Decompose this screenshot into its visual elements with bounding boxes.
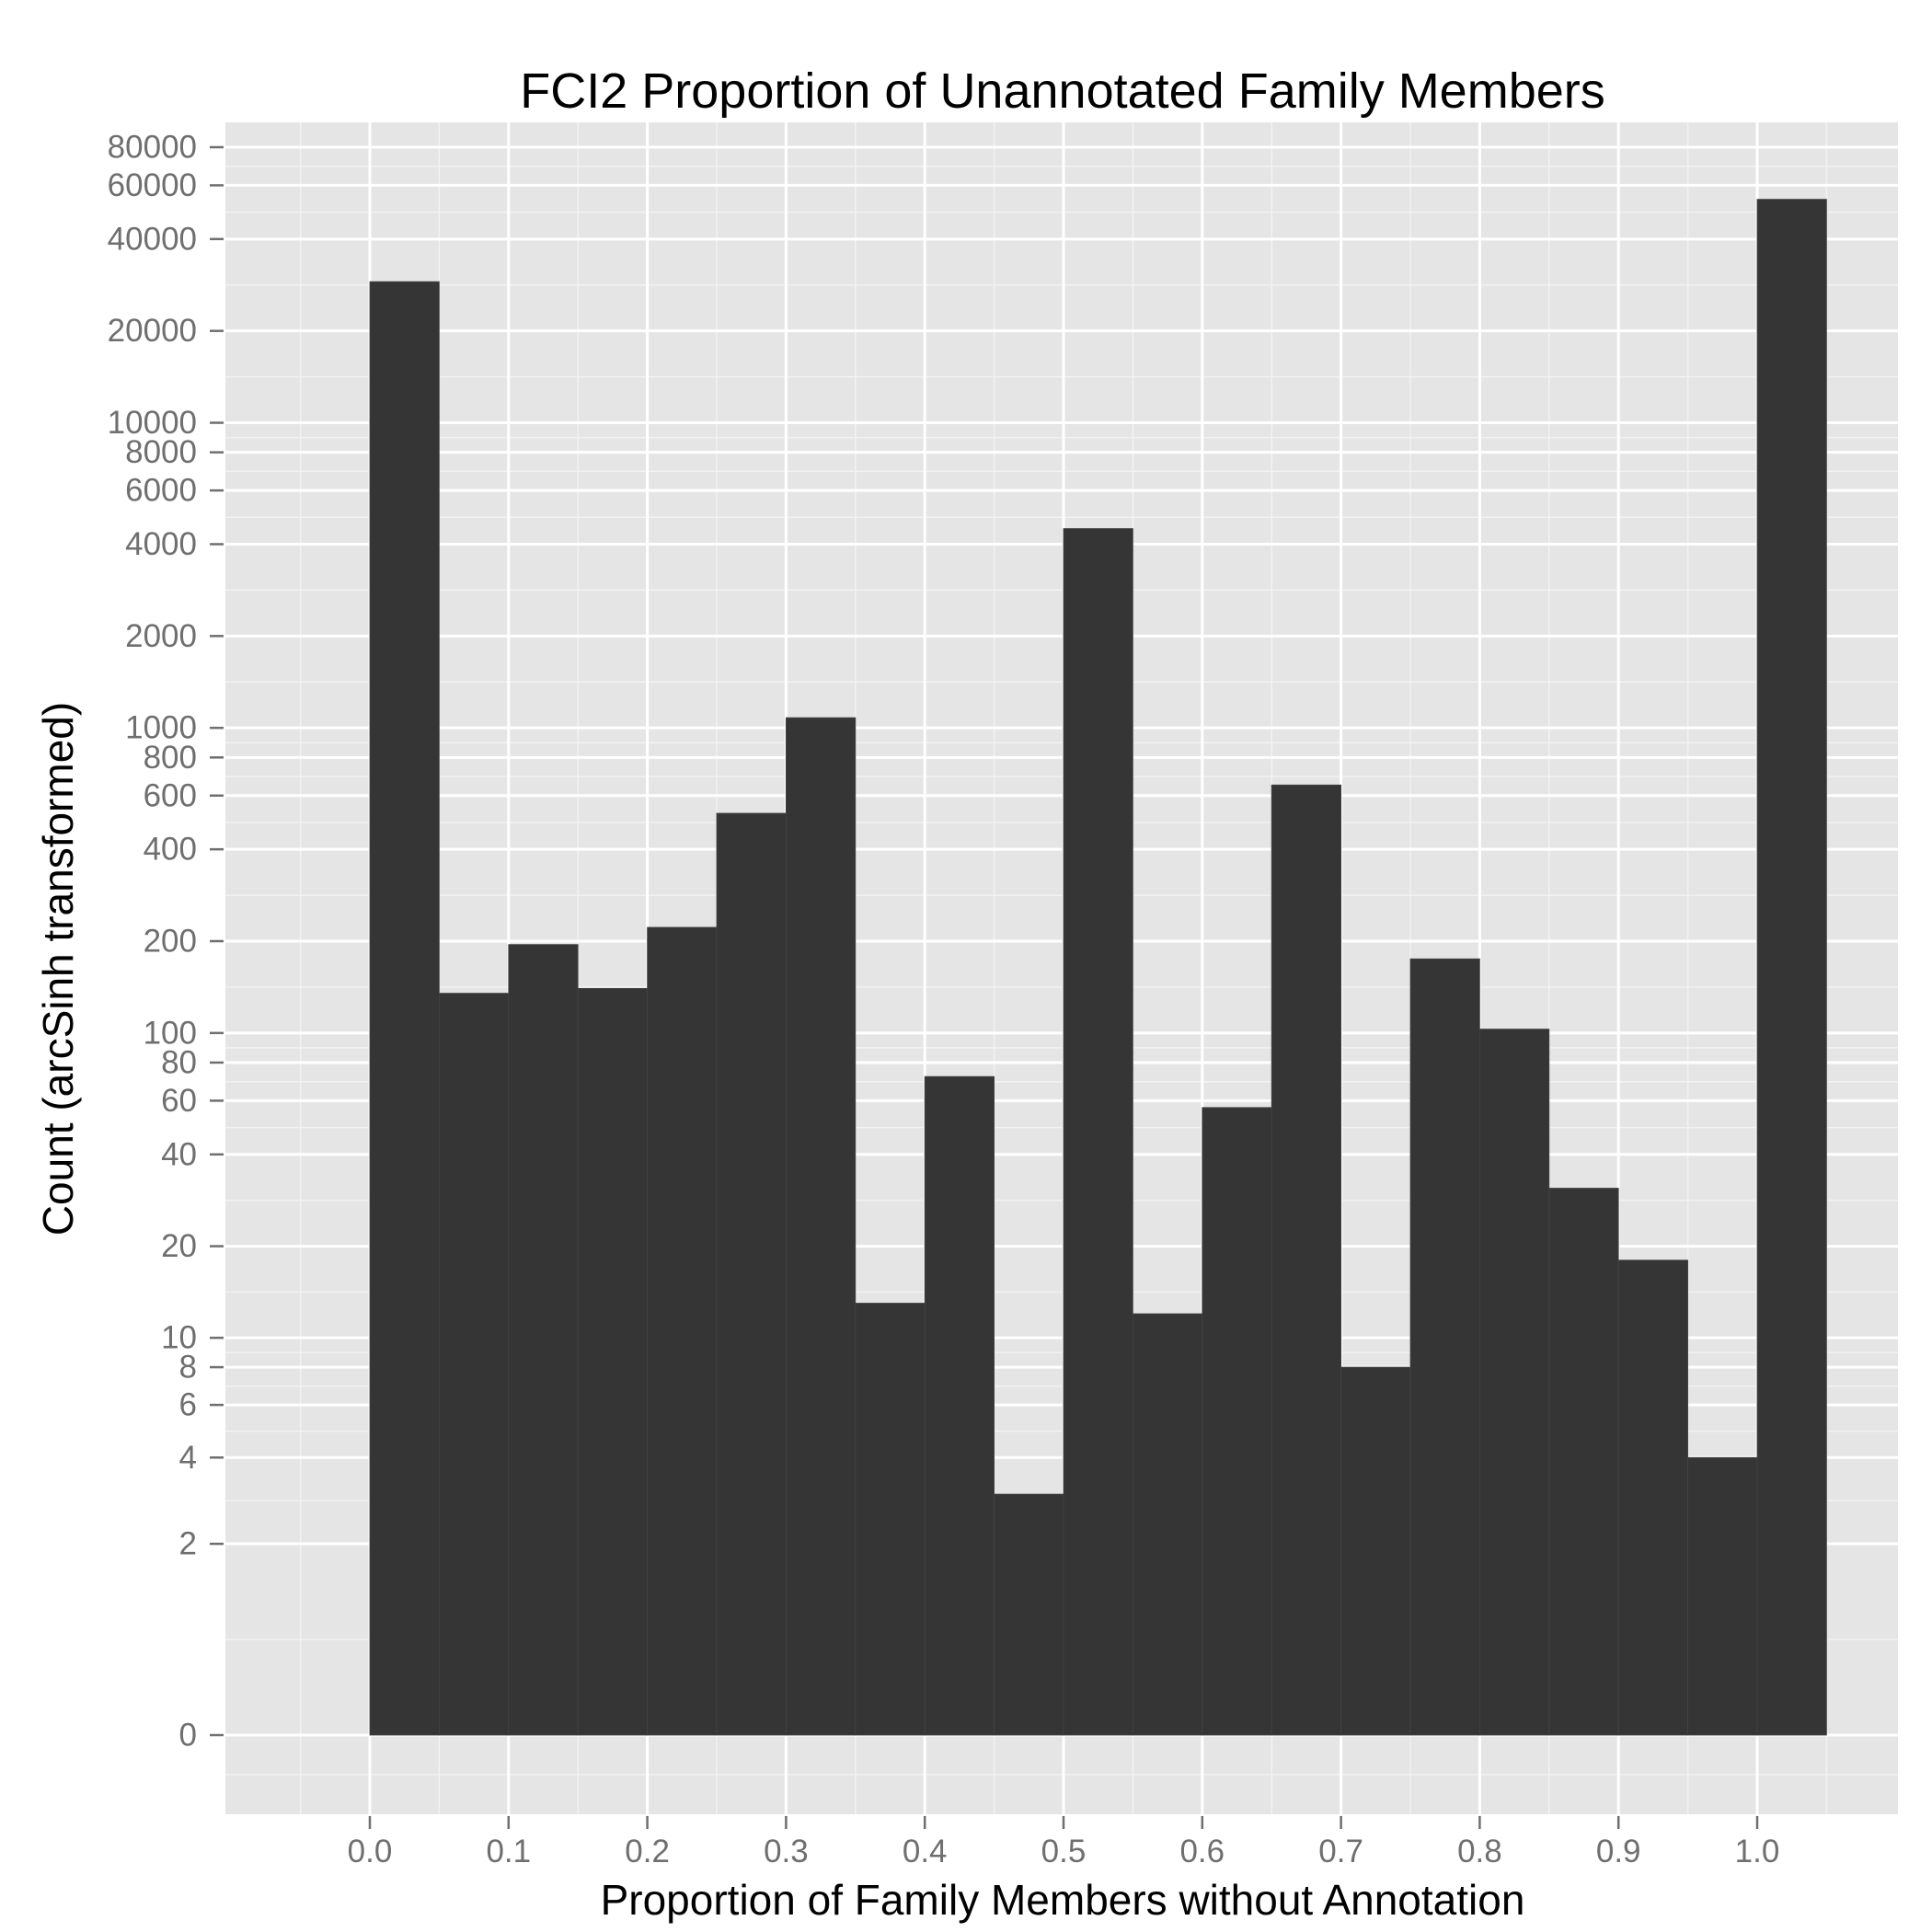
y-tick-label: 100 (144, 1015, 197, 1051)
y-tick-label: 80 (161, 1044, 197, 1080)
histogram-bar (1617, 1259, 1688, 1736)
x-tick-label: 0.3 (764, 1834, 809, 1869)
histogram-bar (994, 1493, 1064, 1736)
y-tick-label: 1000 (125, 710, 197, 746)
y-tick-label: 0 (179, 1718, 197, 1754)
x-tick-label: 0.1 (486, 1834, 531, 1869)
x-tick-label: 0.4 (903, 1834, 948, 1869)
histogram-bar (1063, 528, 1133, 1736)
y-tick-label: 20 (161, 1228, 197, 1264)
x-tick-label: 0.2 (625, 1834, 670, 1869)
y-tick-label: 80000 (108, 130, 197, 166)
histogram-bar (1687, 1456, 1758, 1736)
x-tick-label: 0.5 (1041, 1834, 1087, 1869)
histogram-bar (1133, 1313, 1203, 1736)
y-tick-label: 4000 (125, 526, 197, 562)
y-tick-label: 60000 (108, 167, 197, 203)
histogram-bar (508, 944, 579, 1736)
y-tick-label: 4 (179, 1440, 197, 1476)
histogram-bar (924, 1075, 995, 1736)
histogram-bar (1548, 1188, 1619, 1736)
y-tick-label: 40000 (108, 221, 197, 257)
y-tick-label: 8 (179, 1350, 197, 1386)
histogram-bar (438, 993, 510, 1736)
y-tick-label: 6 (179, 1387, 197, 1423)
histogram-bar (1202, 1107, 1272, 1736)
x-tick-label: 0.8 (1457, 1834, 1502, 1869)
histogram-bar (369, 281, 440, 1736)
y-tick-label: 200 (144, 923, 197, 959)
histogram-bar (1409, 958, 1480, 1736)
y-tick-label: 40 (161, 1136, 197, 1172)
histogram-bar (647, 926, 718, 1736)
histogram-bar (1340, 1366, 1411, 1736)
x-tick-label: 0.6 (1179, 1834, 1225, 1869)
x-axis-title: Proportion of Family Members without Ann… (601, 1876, 1525, 1924)
y-tick-label: 10000 (108, 405, 197, 441)
y-tick-label: 60 (161, 1083, 197, 1119)
histogram-bar (716, 812, 787, 1736)
x-tick-label: 0.7 (1318, 1834, 1363, 1869)
y-tick-label: 20000 (108, 313, 197, 349)
y-tick-label: 2 (179, 1526, 197, 1562)
histogram-bar (786, 717, 857, 1736)
y-tick-label: 600 (144, 777, 197, 813)
y-axis-title: Count (arcSinh transformed) (34, 702, 82, 1236)
y-tick-label: 400 (144, 832, 197, 868)
x-tick-label: 0.9 (1596, 1834, 1641, 1869)
y-tick-label: 2000 (125, 618, 197, 654)
histogram-bar (1271, 784, 1341, 1736)
histogram-bars (369, 199, 1827, 1736)
y-tick-label: 10 (161, 1320, 197, 1356)
histogram-bar (577, 987, 649, 1736)
y-tick-label: 6000 (125, 473, 197, 509)
histogram-bar (855, 1303, 926, 1736)
x-tick-label: 0.0 (348, 1834, 393, 1869)
histogram-bar (1479, 1029, 1550, 1736)
chart-title: FCI2 Proportion of Unannotated Family Me… (520, 63, 1605, 119)
x-axis: 0.0 0.1 0.2 0.3 0.4 0.5 0.6 0.7 0.8 0.9 1.0 (348, 1816, 1780, 1869)
y-tick-label: 800 (144, 740, 197, 776)
y-tick-label: 8000 (125, 434, 197, 470)
x-tick-label: 1.0 (1735, 1834, 1780, 1869)
histogram-bar (1756, 199, 1827, 1736)
